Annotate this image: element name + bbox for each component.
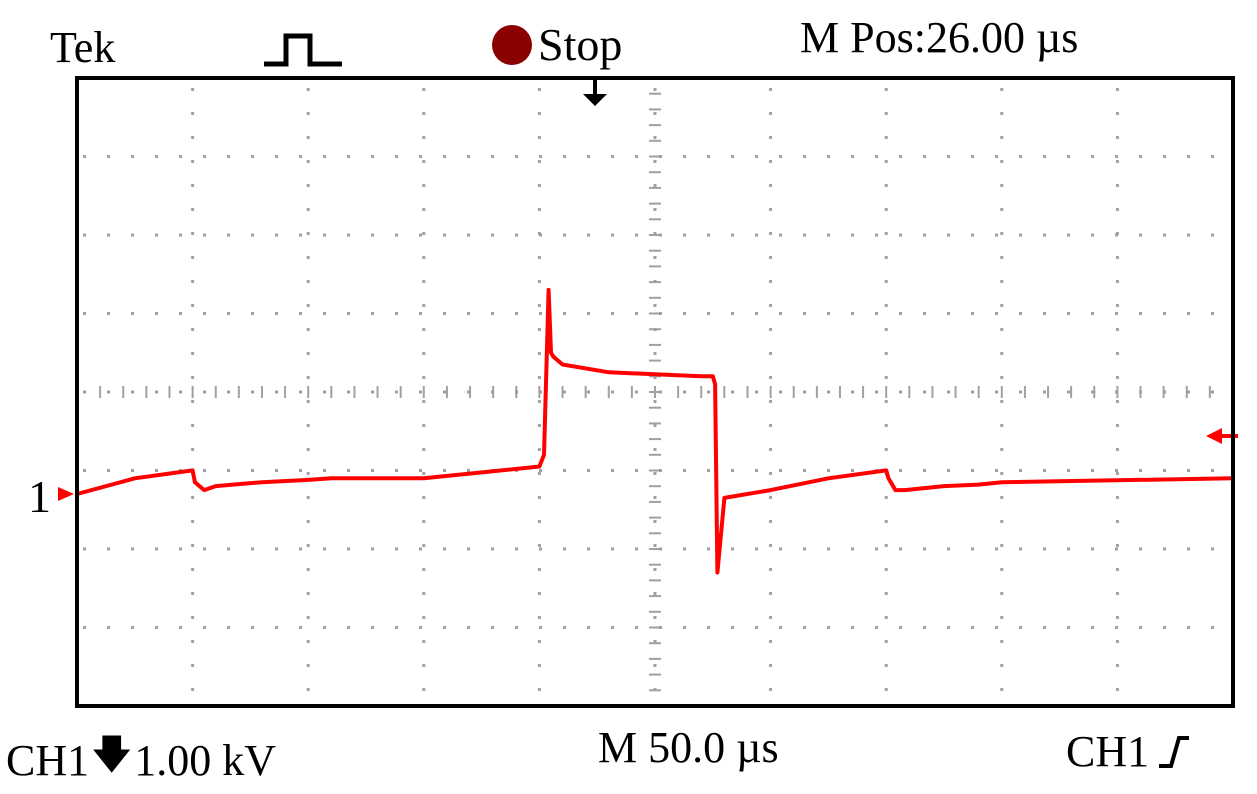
horizontal-position-readout: M Pos:26.00 µs: [800, 13, 1079, 62]
trigger-source: CH1: [1066, 727, 1150, 776]
ch1-trace: [76, 287, 1234, 575]
rising-edge-icon: [1159, 735, 1190, 768]
trigger-level-marker-icon: [1206, 428, 1222, 444]
trigger-position-stem: [593, 80, 597, 96]
screen-markers: [58, 80, 1238, 501]
brand-label: Tek: [50, 23, 116, 72]
display-frame: [75, 76, 1235, 708]
channel-marker-label: 1: [28, 471, 51, 522]
timebase-readout: M 50.0 µs: [598, 723, 779, 772]
channel-scale-readout: CH1 🡇 1.00 kV: [6, 726, 276, 794]
trigger-level-marker-stem: [1220, 434, 1238, 438]
trigger-readout: CH1: [1066, 726, 1191, 777]
run-status-text: Stop: [538, 19, 623, 70]
channel-volts-per-div: 1.00 kV: [134, 735, 277, 785]
single-pulse-icon: [264, 33, 342, 67]
channel-ground-marker-icon: [58, 487, 74, 501]
run-status: Stop: [490, 18, 622, 71]
graticule: [83, 88, 1233, 706]
channel-name: CH1: [6, 735, 90, 785]
dc-coupling-arrow-icon: 🡇: [91, 732, 133, 777]
trigger-position-marker-icon: [583, 94, 607, 106]
stop-indicator-icon: [492, 24, 532, 65]
